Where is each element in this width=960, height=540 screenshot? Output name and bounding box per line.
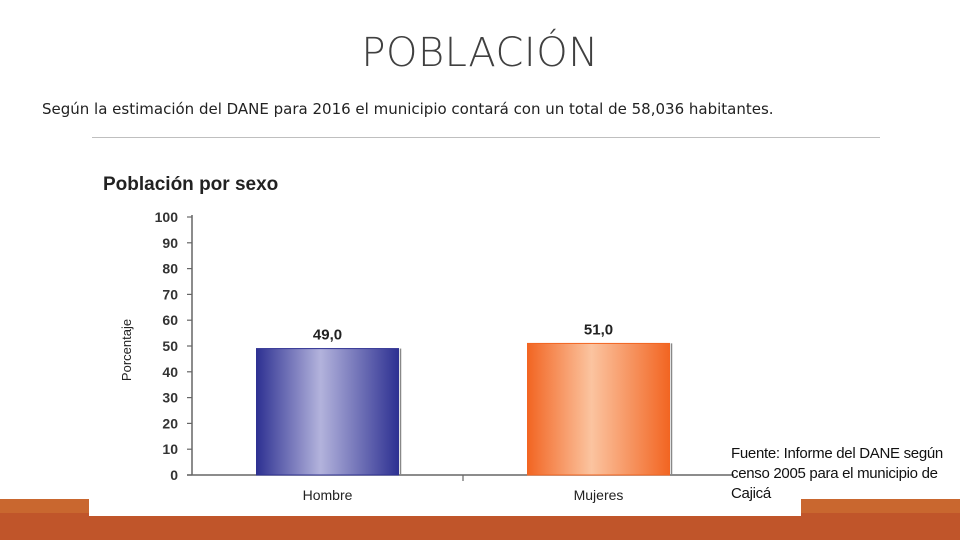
x-category-label: Hombre (303, 487, 353, 503)
y-tick-label: 30 (162, 390, 178, 406)
y-tick-label: 60 (162, 312, 178, 328)
bar-hombre (256, 348, 399, 476)
y-tick-label: 50 (162, 338, 178, 354)
bars-layer (256, 342, 673, 476)
axes-layer: 0 10 20 30 40 50 60 70 80 90 100 (155, 209, 734, 483)
y-tick-label: 80 (162, 261, 178, 277)
y-tick-label: 20 (162, 415, 178, 431)
slide-subtitle: Según la estimación del DANE para 2016 e… (42, 100, 774, 118)
chart-title: Población por sexo (103, 174, 278, 195)
y-tick-label: 10 (162, 441, 178, 457)
source-note: Fuente: Informe del DANE según censo 200… (731, 445, 943, 502)
y-tick-label: 40 (162, 364, 178, 380)
bar-mujeres (527, 342, 670, 476)
y-tick-label: 70 (162, 286, 178, 302)
chart-panel: Población por sexo Porcentaje 0 10 20 30 40 5… (89, 160, 801, 516)
data-label: 49,0 (313, 327, 342, 344)
y-tick-label: 100 (155, 209, 179, 225)
labels-layer: 49,0 Hombre 51,0 Mujeres (303, 321, 624, 503)
x-category-label: Mujeres (574, 487, 624, 503)
population-by-sex-chart: Población por sexo Porcentaje 0 10 20 30 40 5… (103, 174, 734, 503)
y-tick-label: 90 (162, 235, 178, 251)
y-axis-label: Porcentaje (119, 319, 134, 381)
y-tick-label: 0 (170, 467, 178, 483)
data-label: 51,0 (584, 321, 613, 338)
title-divider (92, 137, 880, 138)
slide-title: POBLACIÓN (361, 30, 599, 76)
